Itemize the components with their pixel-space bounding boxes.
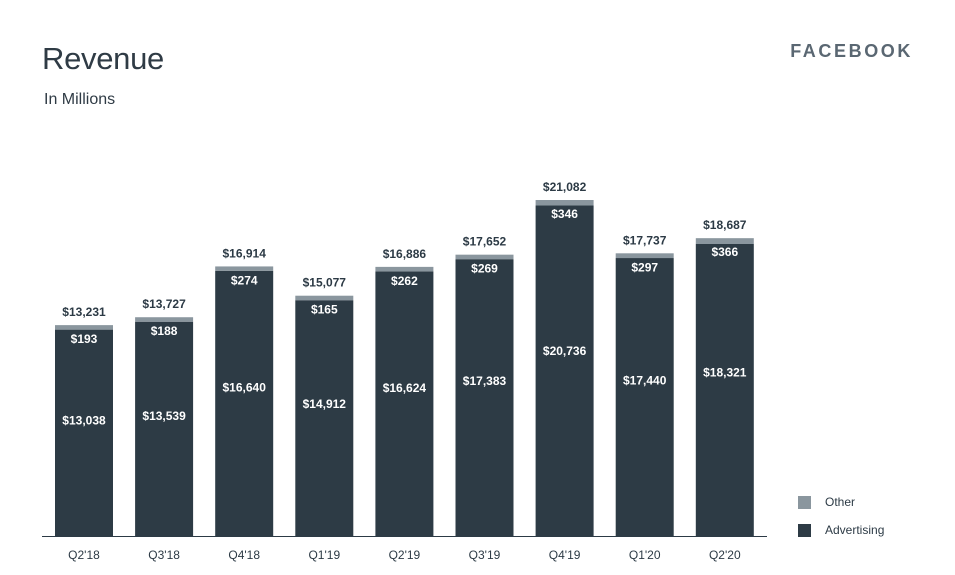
data-label-advertising: $16,624: [383, 381, 427, 395]
legend-item-advertising: Advertising: [798, 522, 884, 538]
page-subtitle: In Millions: [44, 91, 116, 108]
x-tick-label: Q2'20: [709, 548, 741, 562]
bar-advertising: [135, 321, 194, 536]
bar-advertising: [215, 270, 274, 536]
bar-advertising: [615, 258, 674, 536]
total-label: $18,687: [703, 218, 747, 232]
data-label-other: $346: [551, 207, 578, 221]
bar-other: [615, 253, 674, 259]
data-label-advertising: $20,736: [543, 344, 587, 358]
bar-other: [535, 200, 594, 206]
x-tick-label: Q4'18: [228, 548, 260, 562]
bar-other: [455, 254, 514, 260]
bar-advertising: [535, 205, 594, 536]
data-label-advertising: $16,640: [223, 381, 267, 395]
x-tick-label: Q1'20: [629, 548, 661, 562]
bar-advertising: [695, 244, 754, 536]
total-label: $15,077: [303, 276, 347, 290]
data-label-advertising: $14,912: [303, 397, 347, 411]
legend-label-advertising: Advertising: [825, 523, 885, 537]
data-label-advertising: $13,539: [142, 409, 186, 423]
data-label-other: $193: [71, 332, 98, 346]
data-label-other: $188: [151, 324, 178, 338]
data-label-other: $297: [631, 260, 658, 274]
total-label: $17,737: [623, 233, 667, 247]
data-label-other: $274: [231, 273, 258, 287]
x-tick-label: Q3'19: [469, 548, 501, 562]
x-tick-label: Q1'19: [308, 548, 340, 562]
data-label-other: $269: [471, 262, 498, 276]
x-tick-label: Q2'18: [68, 548, 100, 562]
brand-logo: FACEBOOK: [790, 41, 913, 61]
data-label-advertising: $17,383: [463, 374, 507, 388]
legend-swatch-other: [798, 495, 811, 509]
page-title: Revenue: [42, 41, 164, 76]
bar-other: [215, 266, 274, 271]
bar-other: [55, 325, 113, 330]
bar-advertising: [375, 271, 434, 536]
bar-other: [295, 295, 354, 301]
bar-advertising: [55, 329, 113, 536]
total-label: $17,652: [463, 235, 507, 249]
data-label-other: $366: [711, 245, 738, 259]
total-label: $21,082: [543, 180, 587, 194]
chart-legend: Other Advertising: [798, 494, 884, 550]
bar-other: [695, 238, 754, 245]
bar-other: [135, 317, 194, 322]
bar-advertising: [295, 300, 354, 536]
total-label: $16,914: [223, 246, 267, 260]
legend-item-other: Other: [798, 494, 884, 510]
bar-other: [375, 266, 434, 272]
data-label-advertising: $18,321: [703, 365, 747, 379]
x-tick-label: Q4'19: [549, 548, 581, 562]
legend-swatch-advertising: [798, 523, 811, 537]
x-tick-label: Q3'18: [148, 548, 180, 562]
bar-advertising: [455, 259, 514, 536]
total-label: $13,727: [142, 297, 186, 311]
legend-label-other: Other: [825, 495, 856, 509]
total-label: $16,886: [383, 247, 427, 261]
x-tick-label: Q2'19: [389, 548, 421, 562]
total-label: $13,231: [62, 305, 106, 319]
data-label-other: $262: [391, 274, 418, 288]
data-label-other: $165: [311, 303, 338, 317]
data-label-advertising: $17,440: [623, 373, 667, 387]
data-label-advertising: $13,038: [62, 413, 106, 427]
